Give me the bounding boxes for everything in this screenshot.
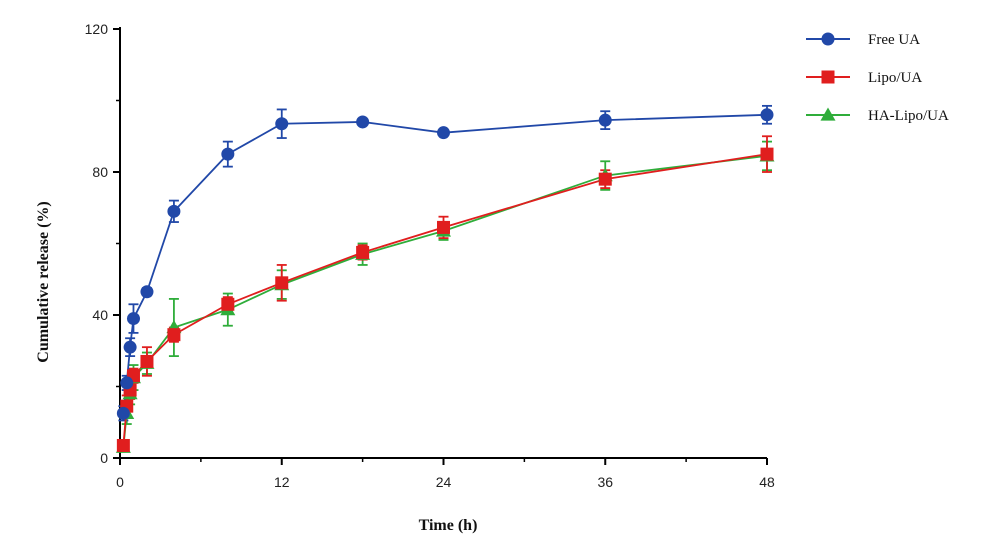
free-ua-point [167,204,181,218]
x-axis-title: Time (h) [419,517,478,534]
free-ua-point [356,115,370,129]
legend-label-lipo-ua: Lipo/UA [868,70,922,86]
ha-lipo-ua-line [122,155,768,448]
y-tick-label: 40 [92,307,108,323]
y-tick-label: 120 [85,21,109,37]
x-tick-label: 12 [274,474,290,490]
tick-labels: 0 40 80 120 0 12 24 36 48 [85,21,775,490]
legend-marker-free-ua [821,32,835,46]
y-axis-title: Cumulative release (%) [35,201,52,362]
free-ua-point [437,126,450,140]
free-ua-point [760,108,774,122]
free-ua-point [140,285,154,299]
lipo-ua-point [140,354,154,368]
legend-marker-ha-lipo-ua [820,107,836,121]
series-markers [115,108,775,453]
free-ua-point [598,113,612,127]
series-lines [122,113,768,448]
lipo-ua-point [221,297,235,311]
lipo-ua-point [167,328,181,342]
free-ua-point [126,312,140,326]
x-tick-label: 36 [597,474,613,490]
free-ua-point [123,340,137,354]
lipo-ua-point [275,276,289,290]
free-ua-point [221,147,235,161]
lipo-ua-point [356,245,370,259]
lipo-ua-line [122,153,768,446]
axes [113,27,768,465]
free-ua-point [275,117,289,131]
free-ua-line [122,113,768,414]
lipo-ua-point [437,220,450,234]
x-tick-label: 48 [759,474,775,490]
legend-marker-lipo-ua [821,70,835,84]
x-tick-label: 0 [116,474,124,490]
free-ua-point [120,376,134,390]
legend: Free UA Lipo/UA HA-Lipo/UA [806,32,949,124]
free-ua-point [116,406,130,420]
lipo-ua-point [598,172,612,186]
lipo-ua-point [116,438,130,452]
error-bars [118,104,772,452]
legend-label-ha-lipo-ua: HA-Lipo/UA [868,108,949,124]
y-tick-label: 80 [92,164,108,180]
y-tick-label: 0 [100,450,108,466]
legend-label-free-ua: Free UA [868,32,920,48]
x-tick-label: 24 [436,474,452,490]
lipo-ua-point [760,147,774,161]
